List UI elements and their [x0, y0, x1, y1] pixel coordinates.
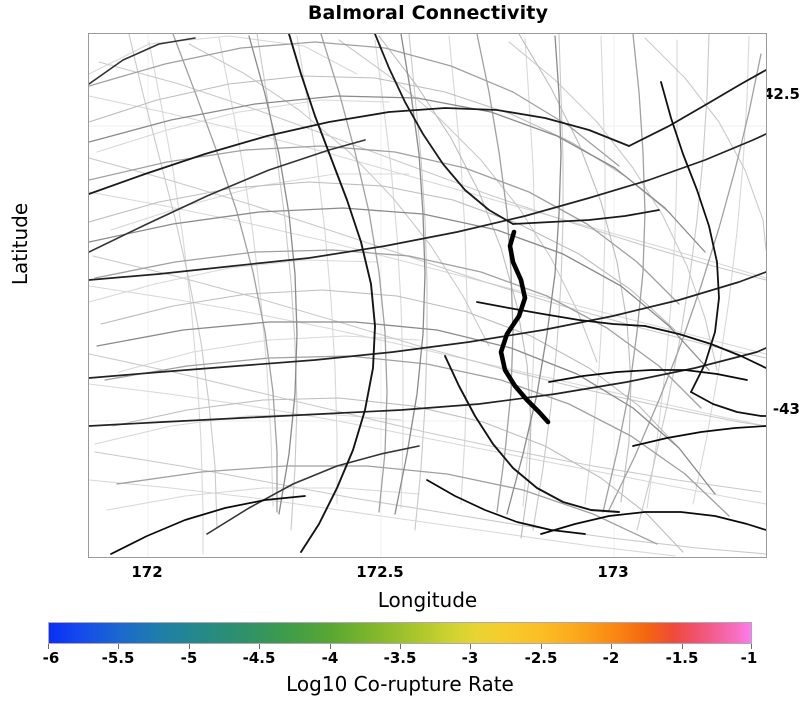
- page-title: Balmoral Connectivity: [307, 2, 549, 24]
- colorbar-tick-4: [330, 644, 331, 649]
- colorbar-tick-label-3: -4.5: [242, 649, 276, 667]
- y-tick-label-1: -43: [772, 400, 800, 418]
- fault-map-svg: [89, 34, 766, 557]
- colorbar-tick-label-7: -2.5: [524, 649, 558, 667]
- colorbar-gradient: [48, 622, 752, 644]
- colorbar-tick-2: [189, 644, 190, 649]
- colorbar-tick-3: [259, 644, 260, 649]
- colorbar-tick-6: [470, 644, 471, 649]
- colorbar-tick-label-4: -4: [321, 649, 339, 667]
- x-tick-label-2: 173: [597, 563, 629, 581]
- colorbar-tick-10: [751, 644, 752, 649]
- colorbar[interactable]: [48, 622, 752, 649]
- fault-network-mid: [89, 34, 762, 545]
- fault-network-dark: [89, 34, 766, 555]
- colorbar-tick-label-2: -5: [180, 649, 198, 667]
- x-tick-label-0: 172: [131, 563, 163, 581]
- colorbar-tick-label-1: -5.5: [101, 649, 135, 667]
- highlighted-fault-balmoral: [498, 229, 551, 425]
- colorbar-tick-label-0: -6: [42, 649, 60, 667]
- colorbar-tick-1: [118, 644, 119, 649]
- colorbar-tick-9: [682, 644, 683, 649]
- x-tick-label-1: 172.5: [356, 563, 404, 581]
- colorbar-tick-label-8: -2: [602, 649, 620, 667]
- fault-network-faint: [89, 34, 766, 557]
- colorbar-tick-8: [611, 644, 612, 649]
- colorbar-tick-label-9: -1.5: [665, 649, 699, 667]
- colorbar-tick-7: [541, 644, 542, 649]
- colorbar-tick-0: [48, 644, 49, 649]
- y-axis-label: Latitude: [8, 202, 32, 286]
- colorbar-tick-label-10: -1: [740, 649, 758, 667]
- map-plot-area[interactable]: [88, 33, 767, 558]
- x-axis-label: Longitude: [377, 588, 478, 612]
- colorbar-title: Log10 Co-rupture Rate: [286, 672, 514, 696]
- y-tick-label-0: -42.5: [756, 85, 800, 103]
- colorbar-tick-5: [400, 644, 401, 649]
- colorbar-tick-label-6: -3: [461, 649, 479, 667]
- colorbar-tick-label-5: -3.5: [383, 649, 417, 667]
